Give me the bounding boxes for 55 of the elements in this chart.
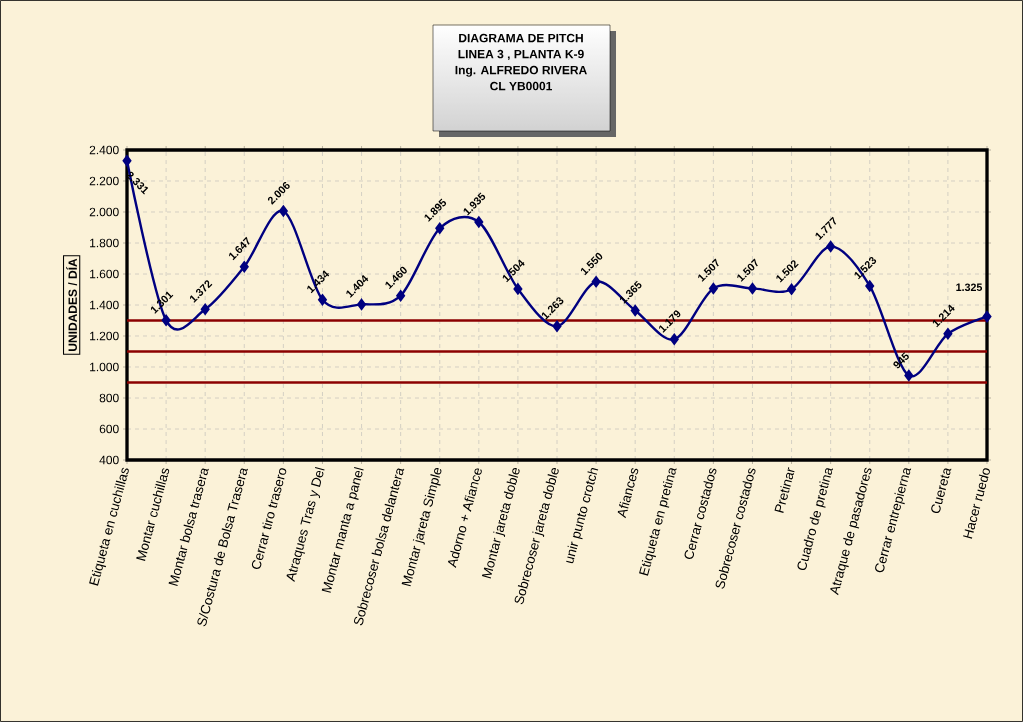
point [708,282,718,294]
point [826,241,836,253]
x-tick-label: Cerrar costados [684,468,717,559]
y-tick-label: 1.800 [90,238,119,248]
x-tick-label: Cerrar tiro trasero [251,468,287,569]
point [591,276,601,288]
y-tick-label: 400 [99,455,119,465]
y-tick-label: 1.400 [90,300,119,310]
point [396,290,406,302]
data-label: 945 [893,352,909,369]
point [161,314,171,326]
point [865,280,875,292]
x-tick-label: Hacer ruedo [963,468,990,539]
x-tick-label: Montar bolsa trasera [168,468,209,586]
x-tick-label: Etiqueta en cuchillas [89,467,129,586]
point [904,370,914,381]
point [122,155,132,167]
point [435,222,445,234]
point [318,294,327,306]
point [943,328,953,340]
x-tick-label: unir punto crotch [566,468,599,564]
x-tick-label: Montar cuchillas [136,468,170,561]
x-tick-label: Atraques Tras y Del [286,466,325,582]
point [357,298,366,310]
point [552,320,562,332]
text: Ing. ALFREDO RIVERA [455,65,587,77]
y-tick-label: 1.200 [90,331,119,341]
chart-subtitle: LINEA 3 , PLANTA K-9 [458,49,584,61]
x-tick-label: Cuadro de pretina [797,468,833,571]
y-tick-label: 2.400 [89,145,119,155]
x-tick-label: Cuereta [931,468,952,514]
y-axis-title: UNIDADES / DÍA [66,258,78,351]
x-tick-label: Adorno + Afiance [447,468,482,569]
point [669,333,679,345]
point [474,216,484,228]
x-tick-label: Montar jareta doble [481,468,520,579]
point [513,283,523,295]
chart-title: DIAGRAMA DE PITCH [459,33,583,43]
text: CL YB0001 [490,81,552,91]
point [239,261,249,273]
point [787,283,796,295]
data-label: 1.325 [956,283,983,292]
y-tick-label: 1.600 [90,269,119,279]
point [630,304,640,316]
y-tick-label: 2.000 [89,207,119,217]
x-tick-label: Afiances [617,468,639,519]
y-tick-label: 600 [99,424,119,434]
point [278,205,288,217]
point [200,303,210,315]
point [748,282,757,294]
y-tick-label: 2.200 [89,176,119,186]
y-tick-label: 1.000 [90,362,119,372]
x-tick-label: Pretinar [774,467,795,513]
y-tick-label: 800 [99,393,119,403]
x-tick-label: Etiqueta en pretina [639,468,677,576]
